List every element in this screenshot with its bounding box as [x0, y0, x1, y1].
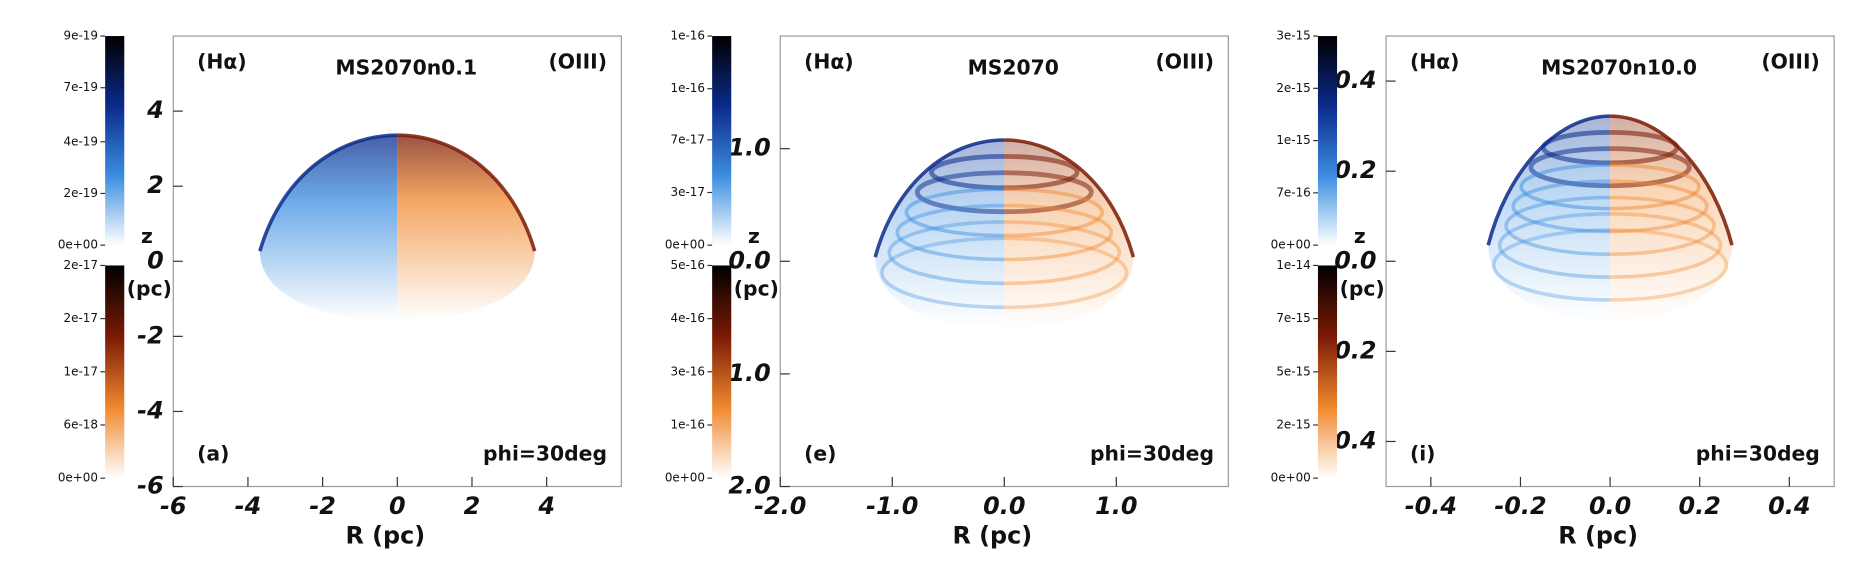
x-tick-label: -0.4 [1405, 492, 1457, 520]
x-tick-label: 0.4 [1768, 492, 1810, 520]
y-tick-label: 0.0 [1334, 246, 1376, 274]
y-tick-label: 1.0 [728, 359, 770, 387]
colorbar-tick-label: 2e-17 [64, 311, 98, 325]
x-tick-label: -2 [309, 492, 336, 520]
annotation: phi=30deg [483, 441, 607, 465]
right-label: (OIII) [1761, 49, 1819, 73]
colorbar [105, 36, 125, 246]
x-tick-label: -4 [235, 492, 262, 520]
panel-label: (i) [1410, 441, 1436, 465]
x-tick-label: -0.2 [1494, 492, 1546, 520]
colorbar-tick-label: 2e-19 [64, 186, 98, 200]
x-axis-label: R (pc) [952, 522, 1032, 550]
y-tick-label: 0.2 [1334, 156, 1376, 184]
colorbar-tick-label: 4e-16 [671, 311, 705, 325]
colorbar [1317, 265, 1338, 479]
left-label: (Hα) [1410, 49, 1459, 73]
emission-map [1486, 114, 1611, 321]
colorbar [105, 265, 125, 479]
x-tick-label: 0.0 [983, 492, 1025, 520]
colorbar-tick-label: 3e-17 [671, 185, 705, 199]
x-tick-label: 2 [464, 492, 481, 520]
panel-title: MS2070n0.1 [335, 55, 477, 79]
colorbar-tick-label: 7e-17 [671, 132, 705, 146]
y-axis-unit: (pc) [127, 276, 172, 300]
annotation: phi=30deg [1696, 441, 1820, 465]
y-axis-unit: (pc) [1340, 276, 1385, 300]
colorbar-tick-label: 1e-14 [1276, 258, 1310, 272]
colorbar-tick-label: 1e-16 [671, 29, 705, 43]
colorbar-tick-label: 7e-19 [64, 80, 98, 94]
y-tick-label: 4 [146, 96, 164, 124]
colorbar-tick-label: 2e-15 [1276, 81, 1310, 95]
colorbar-tick-label: 5e-15 [1276, 364, 1310, 378]
emission-map [397, 133, 537, 321]
colorbar [1317, 36, 1338, 246]
x-tick-label: 0.0 [1589, 492, 1631, 520]
colorbar-tick-label: 5e-16 [671, 258, 705, 272]
x-tick-label: 0.2 [1679, 492, 1721, 520]
x-tick-label: -2.0 [754, 492, 806, 520]
colorbar-tick-label: 6e-18 [64, 417, 98, 431]
left-label: (Hα) [804, 49, 853, 73]
y-tick-label: 0.0 [728, 246, 770, 274]
y-tick-label: 0.4 [1334, 66, 1376, 94]
x-tick-label: -6 [160, 492, 187, 520]
colorbar-tick-label: 9e-19 [64, 29, 98, 43]
left-label: (Hα) [197, 49, 246, 73]
colorbar-tick-label: 3e-15 [1276, 29, 1310, 43]
colorbar-tick-label: 0e+00 [665, 471, 705, 485]
colorbar-tick-label: 3e-16 [671, 364, 705, 378]
colorbar-tick-label: 7e-16 [1276, 185, 1310, 199]
colorbar-tick-label: 1e-17 [64, 364, 98, 378]
colorbar-tick-label: 4e-19 [64, 134, 98, 148]
y-tick-label: -4 [137, 396, 164, 424]
y-tick-label: 0 [147, 246, 164, 274]
colorbar-tick-label: 2e-17 [64, 258, 98, 272]
colorbar-tick-label: 0e+00 [665, 238, 705, 252]
y-axis-label: z [748, 224, 760, 248]
panel-title: MS2070 [968, 55, 1059, 79]
panel-label: (a) [197, 441, 229, 465]
panel-title: MS2070n10.0 [1541, 55, 1697, 79]
colorbar-tick-label: 0e+00 [58, 238, 98, 252]
colorbar [712, 265, 732, 479]
colorbar-tick-label: 1e-16 [671, 81, 705, 95]
x-tick-label: 1.0 [1095, 492, 1137, 520]
colorbar-tick-label: 7e-15 [1276, 311, 1310, 325]
colorbar-tick-label: 0e+00 [1271, 471, 1311, 485]
colorbar-tick-label: 0e+00 [58, 471, 98, 485]
y-axis-label: z [1354, 224, 1366, 248]
y-tick-label: 2 [147, 171, 164, 199]
x-tick-label: -1.0 [866, 492, 918, 520]
y-tick-label: 0.4 [1334, 426, 1376, 454]
emission-map [1610, 114, 1734, 321]
colorbar-tick-label: 1e-16 [671, 417, 705, 431]
colorbar-tick-label: 2e-15 [1276, 417, 1310, 431]
panel-label: (e) [804, 441, 836, 465]
y-tick-label: -6 [137, 472, 164, 500]
y-tick-label: 2.0 [728, 472, 770, 500]
colorbar-tick-label: 1e-15 [1276, 133, 1310, 147]
x-axis-label: R (pc) [345, 522, 425, 550]
right-label: (OIII) [1156, 49, 1214, 73]
x-axis-label: R (pc) [1558, 522, 1638, 550]
y-tick-label: -2 [137, 321, 164, 349]
emission-map [1004, 138, 1136, 329]
annotation: phi=30deg [1090, 441, 1214, 465]
y-axis-label: z [141, 224, 153, 248]
colorbar-tick-label: 0e+00 [1271, 238, 1311, 252]
right-label: (OIII) [549, 49, 607, 73]
x-tick-label: 0 [389, 492, 406, 520]
colorbar [712, 36, 732, 246]
y-axis-unit: (pc) [734, 276, 779, 300]
x-tick-label: 4 [537, 492, 555, 520]
y-tick-label: 1.0 [728, 134, 770, 162]
emission-map [258, 133, 398, 321]
y-tick-label: 0.2 [1334, 336, 1376, 364]
